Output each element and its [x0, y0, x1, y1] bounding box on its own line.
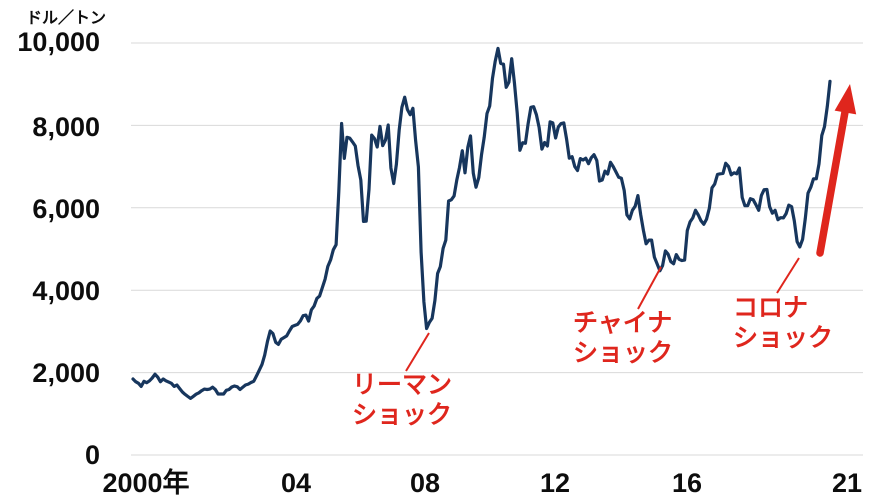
annotation-corona-shock: コロナ ショック	[733, 293, 833, 353]
annotation-china-line1: チャイナ	[573, 309, 673, 337]
x-tick-21: 21	[831, 468, 863, 498]
y-tick-4000: 4,000	[32, 276, 100, 306]
annotation-corona-line2: ショック	[733, 324, 834, 352]
x-tick-12: 12	[539, 468, 571, 498]
y-tick-8000: 8,000	[32, 112, 100, 142]
y-axis-unit-label: ドル／トン	[26, 10, 107, 27]
annotation-corona-line1: コロナ	[733, 294, 809, 322]
y-tick-2000: 2,000	[32, 358, 100, 388]
copper-price-line	[131, 46, 832, 400]
lehman-leader-line	[405, 332, 430, 372]
annotation-lehman-line2: ショック	[352, 401, 453, 429]
y-tick-0: 0	[84, 440, 100, 470]
china-leader-line	[637, 266, 662, 310]
annotation-lehman-line1: リーマン	[352, 371, 453, 399]
surge-arrow	[816, 84, 857, 257]
horizontal-gridlines	[131, 42, 863, 456]
x-tick-08: 08	[409, 468, 441, 498]
annotation-lehman-shock: リーマン ショック	[352, 370, 452, 430]
corona-leader-line	[776, 257, 800, 294]
x-tick-04: 04	[280, 468, 312, 498]
annotation-china-shock: チャイナ ショック	[573, 308, 673, 368]
y-tick-6000: 6,000	[32, 194, 100, 224]
y-tick-10000: 10,000	[17, 27, 100, 57]
annotation-china-line2: ショック	[573, 339, 674, 367]
x-tick-2000: 2000年	[102, 468, 190, 498]
x-tick-16: 16	[671, 468, 703, 498]
